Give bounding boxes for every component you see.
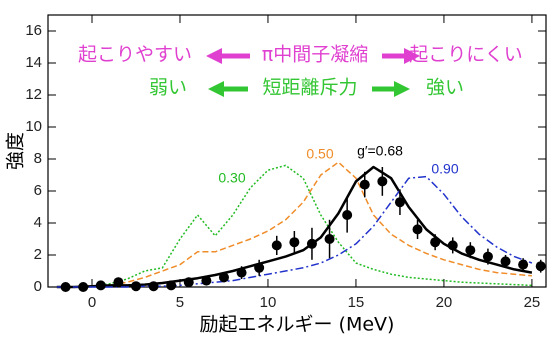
- arrow-head: [404, 48, 420, 64]
- x-axis-title: 励起エネルギー (MeV): [200, 314, 395, 336]
- data-point: [130, 281, 141, 292]
- curve-label: 0.50: [306, 146, 333, 162]
- data-point: [430, 237, 441, 248]
- data-point: [201, 275, 212, 286]
- data-point: [535, 261, 546, 272]
- y-tick-label: 6: [34, 182, 42, 199]
- data-point: [447, 240, 458, 251]
- curve: [56, 161, 532, 288]
- x-tick-label: 20: [436, 294, 453, 311]
- data-point: [60, 282, 71, 292]
- data-point: [95, 280, 106, 291]
- arrow-head: [206, 48, 222, 64]
- y-tick-label: 10: [25, 118, 42, 135]
- data-point: [148, 281, 159, 292]
- annotation: 起こりにくい: [409, 44, 523, 66]
- annotation: 強い: [426, 77, 464, 99]
- data-point: [271, 240, 282, 251]
- y-tick-label: 2: [34, 246, 42, 263]
- data-point: [306, 238, 317, 249]
- annotation: 起こりやすい: [78, 44, 192, 66]
- curve: [56, 165, 533, 289]
- data-point: [289, 237, 300, 248]
- arrows: [206, 48, 420, 97]
- y-axis-title: 強度: [5, 132, 27, 170]
- data-point: [324, 234, 335, 244]
- curve-label: 0.30: [218, 170, 245, 186]
- y-tick-label: 0: [34, 278, 42, 295]
- x-tick-label: 5: [176, 294, 184, 311]
- x-tick-label: 15: [348, 294, 365, 311]
- data-point: [78, 282, 89, 292]
- annotation: 短距離斥力: [262, 77, 357, 99]
- curve: [56, 164, 532, 288]
- data-point: [183, 277, 194, 288]
- data-point: [500, 256, 511, 267]
- y-tick-label: 4: [34, 214, 42, 231]
- x-tick-label: 0: [88, 294, 96, 311]
- curve-label: g′=0.68: [357, 143, 403, 159]
- data-point: [166, 280, 177, 291]
- annotation: 弱い: [149, 77, 187, 99]
- data-point: [218, 272, 229, 283]
- y-tick-label: 16: [25, 22, 42, 39]
- data-point: [236, 267, 247, 278]
- data-point: [359, 179, 370, 190]
- data-point: [394, 197, 405, 208]
- annotation: π中間子凝縮: [262, 44, 368, 66]
- y-tick-label: 12: [25, 86, 42, 103]
- plot-frame: [47, 14, 547, 288]
- data-point: [482, 251, 493, 262]
- data-point: [377, 176, 388, 187]
- data-point: [412, 224, 423, 235]
- y-tick-label: 8: [34, 150, 42, 167]
- x-tick-label: 10: [260, 294, 277, 311]
- curve-label: 0.90: [431, 161, 458, 177]
- x-tick-label: 25: [524, 294, 541, 311]
- data-point: [254, 262, 265, 273]
- data-point: [342, 210, 353, 220]
- data-point: [465, 245, 476, 256]
- y-tick-label: 14: [25, 54, 42, 71]
- data-point: [113, 277, 124, 288]
- data-point: [518, 259, 529, 270]
- arrow-head: [394, 81, 410, 97]
- arrow-head: [208, 81, 224, 97]
